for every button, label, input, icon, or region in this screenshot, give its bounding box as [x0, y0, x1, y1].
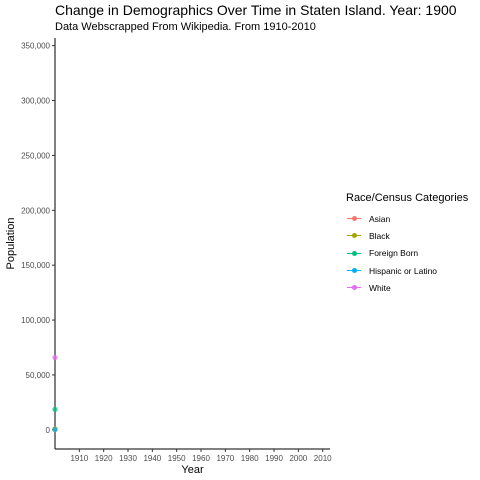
y-tick-label: 300,000	[21, 97, 50, 106]
legend-item: Hispanic or Latino	[346, 262, 468, 279]
x-tick-label: 1970	[216, 454, 234, 463]
legend-item: Black	[346, 227, 468, 244]
legend: Race/Census Categories Asian Black Foreign…	[346, 192, 468, 296]
y-axis-title: Population	[5, 218, 17, 270]
data-point-foreign-born	[52, 406, 58, 412]
legend-key	[346, 266, 362, 276]
chart-subtitle: Data Webscrapped From Wikipedia. From 19…	[55, 21, 316, 33]
legend-title: Race/Census Categories	[346, 192, 469, 204]
legend-item: Foreign Born	[346, 245, 468, 262]
x-tick-label: 2000	[289, 454, 307, 463]
legend-item: Asian	[346, 210, 468, 227]
y-tick-label: 350,000	[21, 42, 50, 51]
data-point-white	[52, 354, 58, 361]
legend-key	[346, 283, 362, 293]
x-tick-label: 1960	[192, 454, 210, 463]
legend-label: Hispanic or Latino	[369, 265, 438, 276]
legend-key	[346, 231, 362, 241]
legend-item: White	[346, 279, 468, 296]
legend-label: White	[369, 282, 391, 293]
y-tick-label: 150,000	[21, 261, 50, 270]
y-tick-label: 250,000	[21, 151, 50, 160]
legend-label: Foreign Born	[369, 248, 419, 259]
legend-label: Black	[369, 230, 390, 241]
x-tick-label: 1920	[95, 454, 113, 463]
x-tick-label: 2010	[314, 454, 332, 463]
chart-title: Change in Demographics Over Time in Stat…	[55, 2, 457, 18]
x-tick-label: 1950	[168, 454, 186, 463]
x-tick-label: 1910	[70, 454, 88, 463]
y-tick-label: 100,000	[21, 316, 50, 325]
x-tick-label: 1990	[265, 454, 283, 463]
data-point-hispanic-or-latino	[52, 426, 58, 433]
legend-label: Asian	[369, 213, 391, 224]
x-axis-title: Year	[181, 464, 204, 476]
y-tick-label: 200,000	[21, 206, 50, 215]
y-tick-label: 50,000	[26, 371, 51, 380]
y-tick-label: 0	[46, 426, 51, 435]
legend-key	[346, 214, 362, 224]
legend-key	[346, 248, 362, 258]
x-tick-label: 1980	[241, 454, 259, 463]
x-tick-label: 1930	[119, 454, 137, 463]
legend-items: Asian Black Foreign Born Hispanic or Latino…	[346, 210, 468, 296]
x-tick-label: 1940	[143, 454, 161, 463]
